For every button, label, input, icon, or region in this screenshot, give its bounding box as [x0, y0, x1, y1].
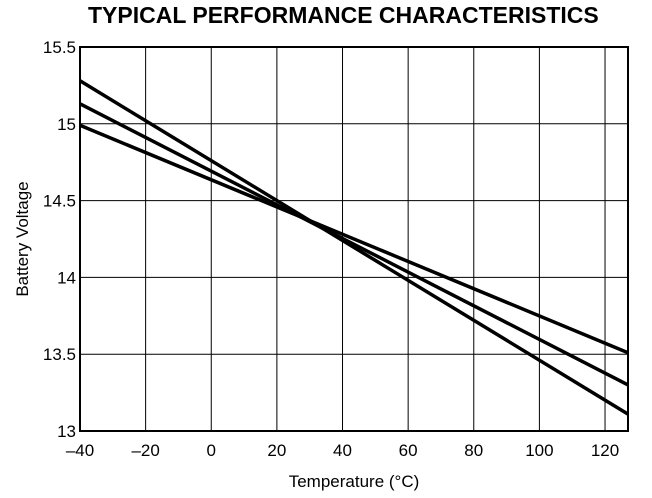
y-tick-label: 14 — [57, 268, 76, 287]
y-tick-label: 15.5 — [43, 38, 76, 57]
x-axis-label: Temperature (°C) — [289, 472, 420, 491]
x-tick-label: –20 — [131, 441, 159, 460]
y-tick-label: 14.5 — [43, 192, 76, 211]
series-line-3 — [79, 123, 629, 355]
y-tick-label: 13 — [57, 422, 76, 441]
x-tick-label: 80 — [464, 441, 483, 460]
series-line-1 — [79, 79, 629, 416]
x-tick-label: 0 — [207, 441, 216, 460]
x-tick-label: 120 — [591, 441, 619, 460]
series-line-2 — [79, 102, 629, 387]
x-tick-label: 100 — [525, 441, 553, 460]
chart-title: TYPICAL PERFORMANCE CHARACTERISTICS — [88, 2, 599, 28]
y-axis-label: Battery Voltage — [13, 181, 32, 296]
x-tick-label: 40 — [333, 441, 352, 460]
x-tick-label: 60 — [399, 441, 418, 460]
x-tick-label: –40 — [66, 441, 94, 460]
y-tick-labels: 13 13.5 14 14.5 15 15.5 — [43, 38, 76, 441]
series-lines — [79, 79, 629, 416]
x-tick-labels: –40 –20 0 20 40 60 80 100 120 — [66, 441, 619, 460]
plot-frame — [79, 46, 629, 432]
y-tick-label: 15 — [57, 115, 76, 134]
x-tick-label: 20 — [267, 441, 286, 460]
y-tick-label: 13.5 — [43, 345, 76, 364]
grid-lines — [80, 47, 628, 431]
